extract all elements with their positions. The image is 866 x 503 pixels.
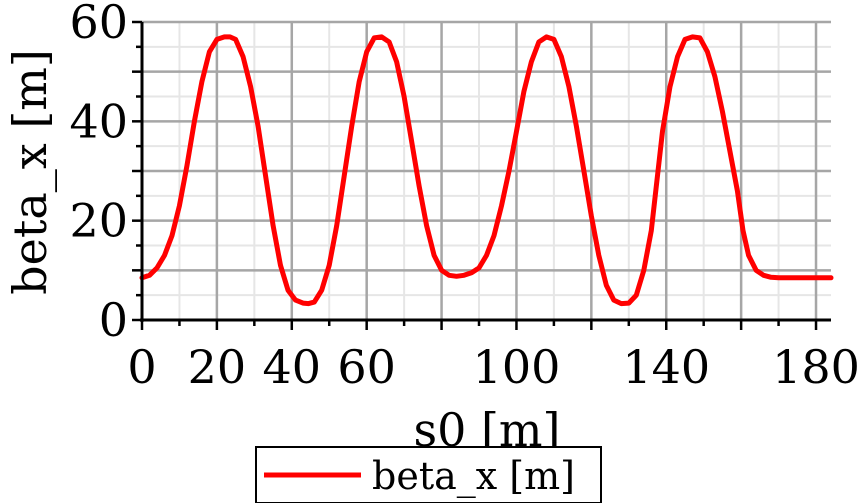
y-tick-label: 40 — [69, 94, 128, 148]
x-tick-label: 20 — [188, 340, 247, 394]
x-ticks: 0 20 40 60 100 140 180 — [127, 320, 860, 394]
y-axis-label: beta_x [m] — [3, 49, 57, 295]
y-tick-label: 20 — [69, 194, 128, 248]
x-tick-label: 140 — [622, 340, 710, 394]
x-tick-label: 40 — [263, 340, 322, 394]
x-tick-label: 100 — [473, 340, 561, 394]
x-tick-label: 60 — [337, 340, 396, 394]
series-line-0 — [139, 34, 834, 307]
y-ticks: 0 20 40 60 — [69, 0, 142, 347]
legend-label: beta_x [m] — [372, 454, 575, 499]
y-tick-label: 60 — [69, 0, 128, 49]
x-tick-label: 0 — [127, 340, 156, 394]
x-tick-label: 180 — [772, 340, 860, 394]
y-tick-label: 0 — [99, 293, 128, 347]
legend: beta_x [m] — [255, 446, 602, 503]
series-group — [139, 34, 834, 307]
